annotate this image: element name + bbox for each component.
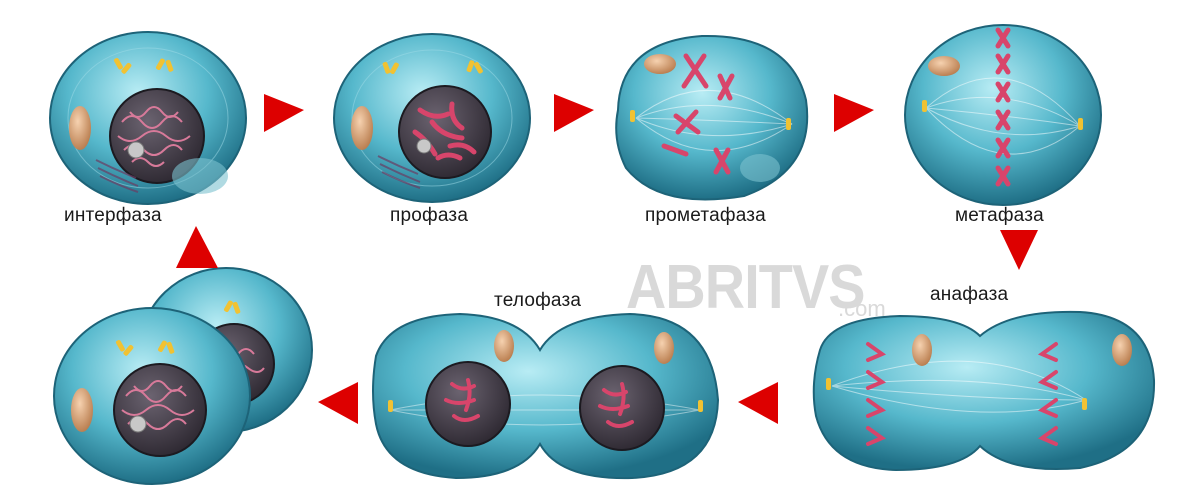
arrow-right-icon — [554, 94, 594, 132]
spindle-fibers — [635, 90, 793, 151]
centriole — [698, 400, 703, 412]
label-telophase: телофаза — [494, 290, 582, 311]
nucleus — [109, 88, 205, 184]
centrioles — [113, 58, 174, 74]
label-prometaphase: прометафаза — [645, 205, 766, 226]
nucleus — [398, 85, 492, 179]
centriole — [1078, 118, 1083, 130]
centriole — [1082, 398, 1087, 410]
vacuole — [740, 154, 780, 182]
watermark-text: ABRITVS — [626, 253, 866, 322]
arrow-down-icon — [1000, 230, 1038, 270]
arrow-right-icon — [264, 94, 304, 132]
mitochondrion — [644, 54, 676, 74]
daughter-cell-front — [53, 307, 251, 485]
cell-prophase — [333, 33, 531, 203]
mitochondrion — [654, 332, 674, 364]
label-interphase: интерфаза — [64, 205, 162, 226]
centriole — [786, 118, 791, 130]
centriole — [922, 100, 927, 112]
centriole — [388, 400, 393, 412]
mitochondrion — [351, 106, 373, 150]
arrow-right-icon — [834, 94, 874, 132]
centrioles — [382, 60, 483, 74]
spindle-fibers — [925, 77, 1081, 155]
mitochondrion — [1112, 334, 1132, 366]
cell-prometaphase — [615, 34, 809, 201]
cycle-arrows — [176, 94, 1038, 424]
arrow-left-icon — [318, 382, 358, 424]
centriole — [826, 378, 831, 390]
mitochondrion — [69, 106, 91, 150]
cell-telophase — [372, 312, 720, 480]
cell-metaphase — [904, 24, 1102, 206]
vacuole — [172, 158, 228, 194]
arrow-left-icon — [738, 382, 778, 424]
label-anaphase: анафаза — [930, 284, 1009, 305]
endoplasmic-reticulum — [377, 155, 421, 189]
watermark-suffix: .com — [838, 296, 886, 321]
nucleus-right — [579, 365, 665, 451]
mitochondrion — [928, 56, 960, 76]
mitochondrion — [494, 330, 514, 362]
daughter-cells — [53, 267, 313, 485]
arrow-up-icon — [176, 226, 218, 268]
cell-anaphase — [812, 310, 1156, 472]
chromatids-left — [866, 342, 887, 446]
endoplasmic-reticulum — [95, 159, 139, 193]
label-prophase: профаза — [390, 205, 469, 226]
cell-interphase — [49, 31, 247, 205]
chromosomes — [661, 53, 735, 175]
metaphase-plate — [995, 27, 1011, 187]
chromatids-right — [1037, 342, 1058, 446]
centriole — [630, 110, 635, 122]
label-metaphase: метафаза — [955, 205, 1044, 226]
mitochondrion — [912, 334, 932, 366]
nucleus-left — [425, 361, 511, 447]
